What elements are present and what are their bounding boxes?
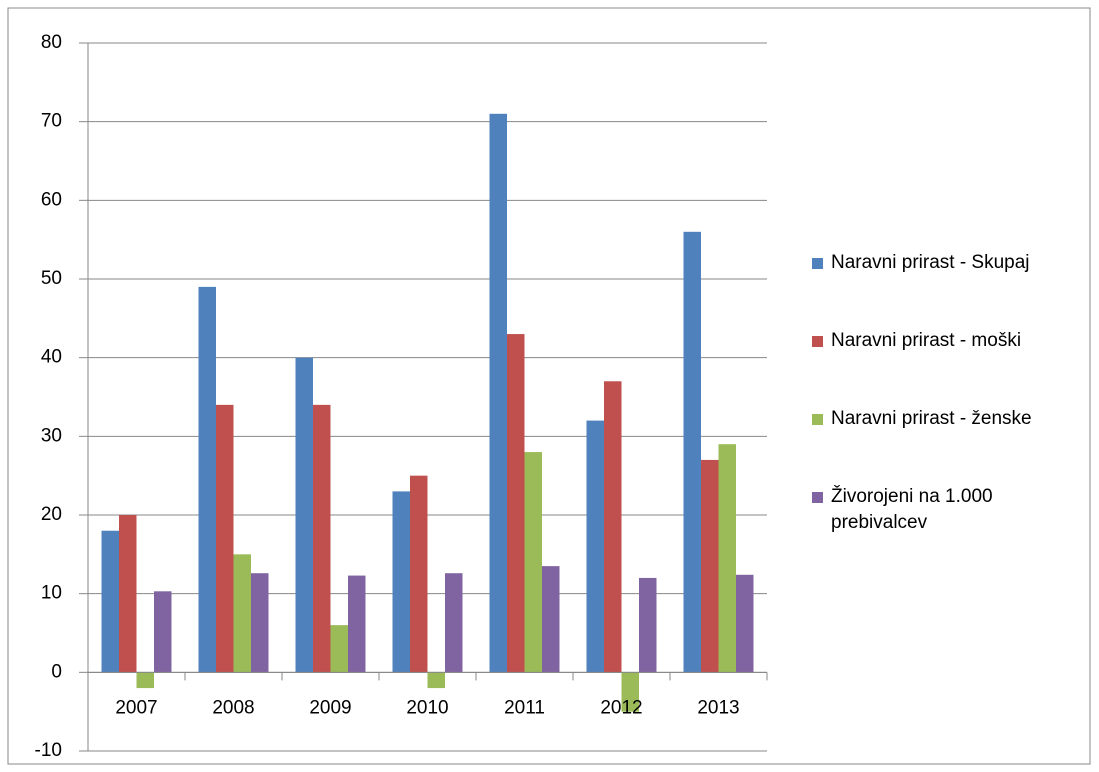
legend-label: Živorojeni na 1.000 prebivalcev bbox=[831, 486, 993, 533]
bar bbox=[427, 672, 445, 689]
legend-label: Naravni prirast - moški bbox=[831, 330, 1022, 351]
y-tick-label: 30 bbox=[41, 425, 62, 446]
bar bbox=[621, 672, 639, 712]
x-tick-label: 2007 bbox=[115, 697, 157, 718]
legend-label: Naravni prirast - ženske bbox=[831, 408, 1032, 429]
bar bbox=[216, 404, 234, 673]
x-tick-label: 2010 bbox=[406, 697, 448, 718]
y-tick-label: 50 bbox=[41, 268, 62, 289]
legend-item: Naravni prirast - Skupaj bbox=[812, 250, 1082, 276]
bar bbox=[295, 357, 313, 673]
legend-label: Naravni prirast - Skupaj bbox=[831, 252, 1030, 273]
y-tick-label: 80 bbox=[41, 32, 62, 53]
x-tick-label: 2012 bbox=[600, 697, 642, 718]
bar bbox=[683, 231, 701, 673]
bar bbox=[330, 625, 348, 673]
bar bbox=[701, 459, 719, 673]
legend-swatch bbox=[812, 258, 823, 269]
bar bbox=[198, 286, 216, 673]
bar bbox=[507, 334, 525, 673]
y-tick-label: 10 bbox=[41, 583, 62, 604]
legend-swatch bbox=[812, 414, 823, 425]
bar bbox=[233, 554, 251, 673]
bar bbox=[542, 566, 560, 673]
bar bbox=[604, 381, 622, 673]
legend-swatch bbox=[812, 492, 823, 503]
y-tick-label: 0 bbox=[51, 661, 62, 682]
y-tick-label: 60 bbox=[41, 189, 62, 210]
bar bbox=[136, 672, 154, 689]
bar bbox=[101, 530, 119, 673]
bar bbox=[489, 113, 507, 673]
x-tick-label: 2013 bbox=[697, 697, 739, 718]
bar bbox=[410, 475, 428, 673]
chart-frame bbox=[7, 7, 1091, 765]
bar bbox=[639, 577, 657, 673]
y-tick-label: -10 bbox=[35, 740, 62, 761]
bar bbox=[392, 491, 410, 673]
bar bbox=[718, 444, 736, 673]
legend-swatch bbox=[812, 336, 823, 347]
y-tick-label: 20 bbox=[41, 504, 62, 525]
x-tick-label: 2011 bbox=[504, 697, 545, 718]
bar bbox=[445, 573, 463, 673]
bar bbox=[586, 420, 604, 673]
y-tick-label: 40 bbox=[41, 347, 62, 368]
bar bbox=[736, 574, 754, 673]
x-tick-label: 2008 bbox=[212, 697, 254, 718]
legend-item: Naravni prirast - moški bbox=[812, 328, 1082, 354]
legend-item: Živorojeni na 1.000 prebivalcev bbox=[812, 484, 1082, 536]
bar bbox=[154, 591, 172, 673]
bar bbox=[119, 515, 137, 673]
legend-item: Naravni prirast - ženske bbox=[812, 406, 1082, 432]
bar bbox=[524, 452, 542, 673]
bar bbox=[313, 404, 331, 673]
x-tick-label: 2009 bbox=[309, 697, 351, 718]
bar bbox=[251, 573, 269, 673]
bar bbox=[348, 575, 366, 673]
y-tick-label: 70 bbox=[41, 111, 62, 132]
